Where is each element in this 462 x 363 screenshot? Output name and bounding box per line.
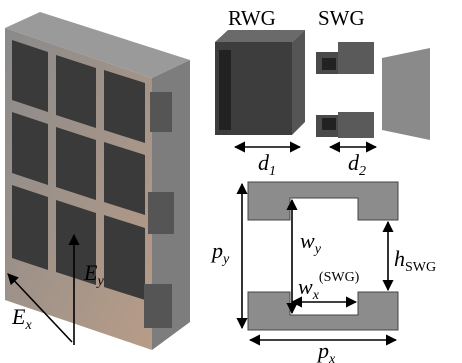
waveguide-block: Ex Ey: [5, 12, 190, 350]
ex-label: Ex: [11, 304, 32, 333]
d2-label: d2: [348, 150, 366, 179]
d1-label: d1: [258, 150, 276, 179]
px-label: px: [316, 338, 336, 363]
hswg-label: hSWG: [394, 246, 436, 275]
wy-label: wy: [300, 228, 322, 257]
swg-pieces: [316, 42, 430, 140]
py-label: py: [210, 238, 230, 267]
wx-label: wx(SWG): [298, 270, 360, 303]
rwg-title: RWG: [228, 6, 276, 30]
figure: Ex Ey RWG SWG d1 d2 py px wy hSWG wx(SWG…: [0, 0, 462, 363]
cross-section: [248, 182, 398, 330]
swg-title: SWG: [318, 6, 365, 30]
rwg-box: [215, 30, 305, 135]
